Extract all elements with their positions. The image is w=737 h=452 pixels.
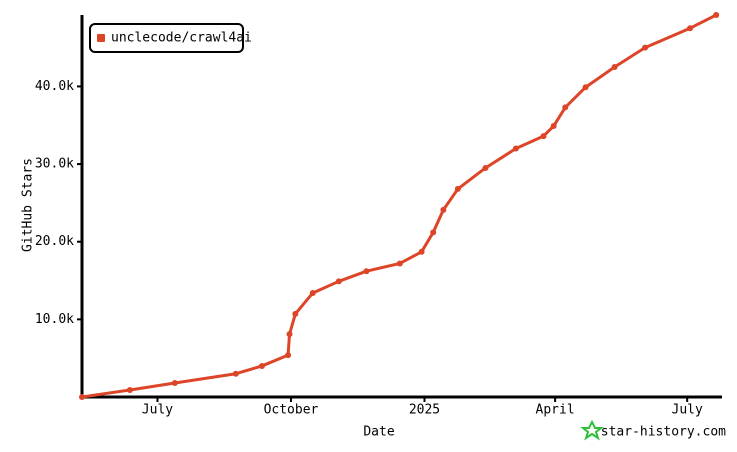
point (126, 387, 133, 394)
x-tick-label: October (264, 403, 319, 418)
point (335, 278, 342, 285)
x-tick-label: July (142, 403, 173, 418)
x-axis-label: Date (363, 425, 394, 440)
point (79, 394, 85, 400)
point (512, 145, 519, 152)
point (363, 268, 370, 275)
x-tick-label: 2025 (409, 403, 440, 418)
point (286, 331, 293, 338)
point (418, 248, 425, 255)
point (454, 185, 461, 192)
point (285, 352, 292, 359)
y-tick-label: 10.0k (35, 312, 74, 327)
point (430, 229, 437, 236)
point (258, 362, 265, 369)
point (232, 370, 239, 377)
point (687, 25, 694, 32)
point (550, 123, 557, 130)
legend-swatch (97, 34, 105, 42)
point (642, 44, 649, 51)
watermark-icon (580, 419, 604, 441)
point (309, 289, 316, 296)
point (713, 12, 720, 18)
legend-box (89, 23, 244, 53)
point (171, 380, 178, 387)
point (540, 133, 547, 140)
watermark[interactable]: star-history.com (601, 425, 726, 440)
x-tick-label: April (536, 403, 575, 418)
point (562, 104, 569, 111)
point (396, 260, 403, 267)
point (440, 206, 447, 213)
point (482, 164, 489, 171)
point (292, 310, 299, 317)
line (80, 13, 718, 399)
y-tick-label: 30.0k (35, 157, 74, 172)
point (611, 64, 618, 71)
y-tick-label: 40.0k (35, 79, 74, 94)
point (582, 84, 589, 91)
legend-label: unclecode/crawl4ai (111, 31, 252, 46)
y-tick-label: 20.0k (35, 234, 74, 249)
y-axis-label: GitHub Stars (21, 158, 36, 252)
x-tick-label: July (672, 403, 703, 418)
